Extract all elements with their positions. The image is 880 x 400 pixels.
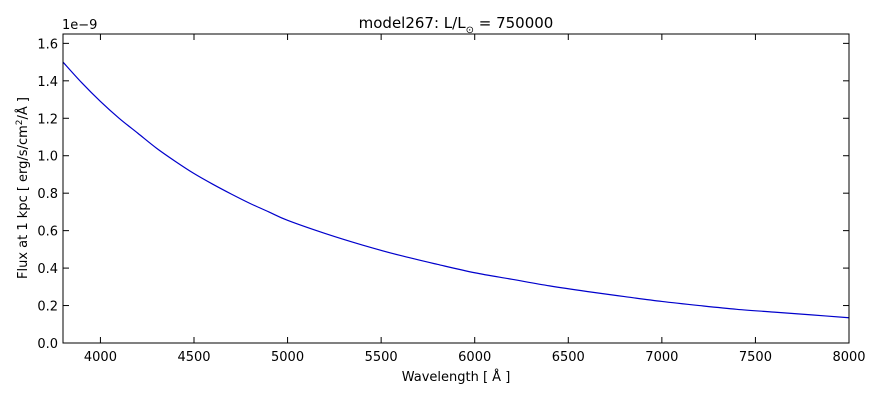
x-tick-label: 5500	[365, 350, 398, 365]
plot-frame	[62, 33, 850, 344]
y-tick-label: 1.2	[37, 112, 58, 127]
y-offset-label: 1e−9	[62, 18, 97, 33]
y-tick-label: 1.4	[37, 75, 58, 90]
y-tick-label: 0.2	[37, 300, 58, 315]
y-axis-label-tail: /Å ]	[15, 97, 31, 119]
y-axis-label-sup: 2	[15, 120, 25, 126]
y-tick-label: 1.6	[37, 37, 58, 52]
y-tick-label: 0.6	[37, 225, 58, 240]
chart-title-suffix: = 750000	[474, 14, 553, 32]
x-tick-label: 4000	[84, 350, 117, 365]
y-tick-label: 0.8	[37, 187, 58, 202]
x-tick-label: 7500	[739, 350, 772, 365]
y-axis-label-main: Flux at 1 kpc [ erg/s/cm	[16, 125, 31, 279]
x-tick-label: 6500	[552, 350, 585, 365]
x-tick-label: 8000	[832, 350, 865, 365]
x-axis-label: Wavelength [ Å ]	[402, 369, 511, 385]
x-tick-label: 5000	[271, 350, 304, 365]
chart-title: model267: L/L⊙ = 750000	[359, 14, 554, 36]
tick-labels: 4000 4500 5000 5500 6000 6500 7000 7500 8000 0.0 0…	[37, 37, 865, 365]
x-tick-label: 6000	[458, 350, 491, 365]
y-axis-label: Flux at 1 kpc [ erg/s/cm2/Å ]	[15, 97, 31, 279]
y-tick-label: 1.0	[37, 150, 58, 165]
series-line	[62, 61, 850, 319]
y-tick-label: 0.0	[37, 337, 58, 352]
chart-title-subscript: ⊙	[466, 25, 474, 36]
x-tick-label: 4500	[177, 350, 210, 365]
y-tick-label: 0.4	[37, 262, 58, 277]
series-group	[62, 61, 850, 319]
x-tick-label: 7000	[645, 350, 678, 365]
chart-title-prefix: model267: L/L	[359, 14, 467, 32]
